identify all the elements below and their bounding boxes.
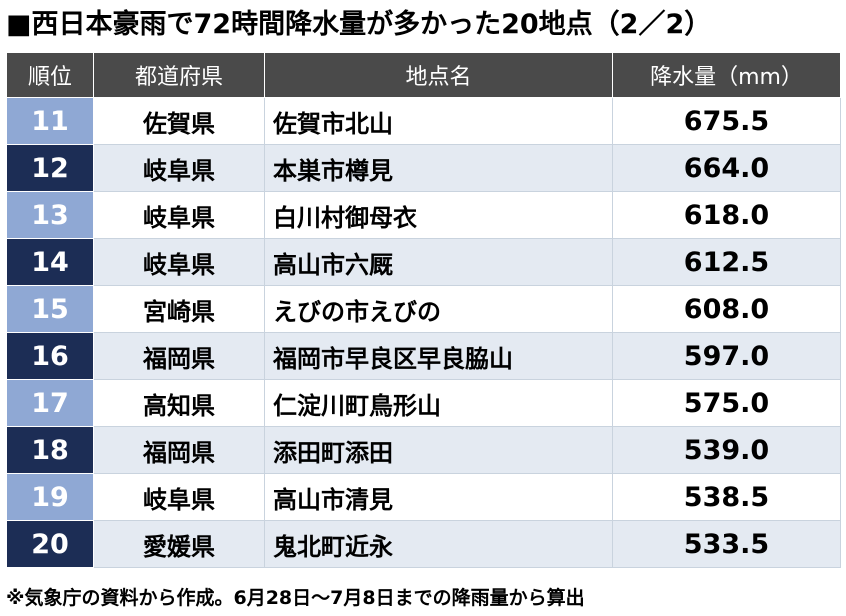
prefecture-cell: 岐阜県 — [93, 191, 265, 239]
rank-cell: 16 — [6, 332, 94, 380]
rank-cell: 18 — [6, 426, 94, 474]
chart-title: ■西日本豪雨で72時間降水量が多かった20地点（2／2） — [6, 9, 712, 40]
rainfall-value-cell: 575.0 — [612, 379, 841, 427]
table-row: 14 岐阜県 高山市六厩 612.5 — [6, 238, 841, 286]
location-cell: 本巣市樽見 — [264, 144, 613, 192]
prefecture-cell: 岐阜県 — [93, 473, 265, 521]
prefecture-cell: 福岡県 — [93, 332, 265, 380]
rainfall-value-cell: 597.0 — [612, 332, 841, 380]
location-cell: えびの市えびの — [264, 285, 613, 333]
prefecture-cell: 宮崎県 — [93, 285, 265, 333]
table-row: 11 佐賀県 佐賀市北山 675.5 — [6, 97, 841, 145]
location-cell: 福岡市早良区早良脇山 — [264, 332, 613, 380]
rank-cell: 14 — [6, 238, 94, 286]
rainfall-value-cell: 664.0 — [612, 144, 841, 192]
rainfall-table: 順位 都道府県 地点名 降水量（mm） 11 佐賀県 佐賀市北山 675.5 12 岐阜県… — [6, 52, 841, 568]
rainfall-value-cell: 612.5 — [612, 238, 841, 286]
rank-cell: 15 — [6, 285, 94, 333]
table-header-row: 順位 都道府県 地点名 降水量（mm） — [6, 52, 841, 98]
prefecture-cell: 高知県 — [93, 379, 265, 427]
rainfall-value-cell: 618.0 — [612, 191, 841, 239]
header-rainfall: 降水量（mm） — [612, 52, 841, 98]
rainfall-value-cell: 539.0 — [612, 426, 841, 474]
table-row: 20 愛媛県 鬼北町近永 533.5 — [6, 520, 841, 568]
rank-cell: 20 — [6, 520, 94, 568]
rank-cell: 17 — [6, 379, 94, 427]
rank-cell: 19 — [6, 473, 94, 521]
location-cell: 佐賀市北山 — [264, 97, 613, 145]
table-row: 15 宮崎県 えびの市えびの 608.0 — [6, 285, 841, 333]
location-cell: 白川村御母衣 — [264, 191, 613, 239]
prefecture-cell: 佐賀県 — [93, 97, 265, 145]
prefecture-cell: 愛媛県 — [93, 520, 265, 568]
table-row: 16 福岡県 福岡市早良区早良脇山 597.0 — [6, 332, 841, 380]
location-cell: 高山市六厩 — [264, 238, 613, 286]
location-cell: 添田町添田 — [264, 426, 613, 474]
location-cell: 鬼北町近永 — [264, 520, 613, 568]
table-row: 18 福岡県 添田町添田 539.0 — [6, 426, 841, 474]
location-cell: 仁淀川町鳥形山 — [264, 379, 613, 427]
prefecture-cell: 岐阜県 — [93, 144, 265, 192]
rainfall-value-cell: 533.5 — [612, 520, 841, 568]
rainfall-value-cell: 538.5 — [612, 473, 841, 521]
table-row: 13 岐阜県 白川村御母衣 618.0 — [6, 191, 841, 239]
rainfall-value-cell: 608.0 — [612, 285, 841, 333]
header-location: 地点名 — [264, 52, 613, 98]
table-row: 12 岐阜県 本巣市樽見 664.0 — [6, 144, 841, 192]
table-row: 17 高知県 仁淀川町鳥形山 575.0 — [6, 379, 841, 427]
prefecture-cell: 岐阜県 — [93, 238, 265, 286]
source-note: ※気象庁の資料から作成。6月28日～7月8日までの降雨量から算出 — [6, 587, 585, 609]
location-cell: 高山市清見 — [264, 473, 613, 521]
table-row: 19 岐阜県 高山市清見 538.5 — [6, 473, 841, 521]
header-rank: 順位 — [6, 52, 94, 98]
header-prefecture: 都道府県 — [93, 52, 265, 98]
rank-cell: 11 — [6, 97, 94, 145]
rank-cell: 13 — [6, 191, 94, 239]
rank-cell: 12 — [6, 144, 94, 192]
prefecture-cell: 福岡県 — [93, 426, 265, 474]
rainfall-value-cell: 675.5 — [612, 97, 841, 145]
